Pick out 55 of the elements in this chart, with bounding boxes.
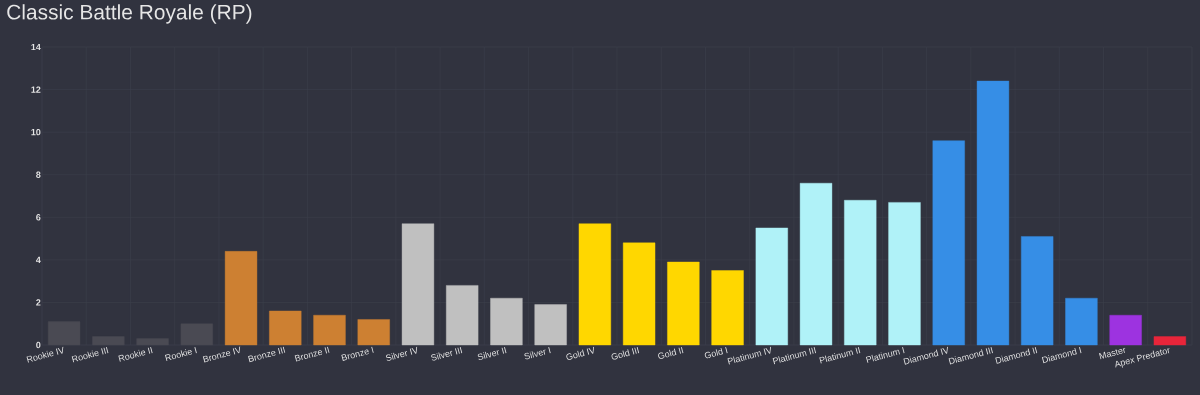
y-tick-label: 10 xyxy=(31,128,41,136)
bar xyxy=(224,251,258,346)
bar xyxy=(313,315,346,346)
x-tick-label: Gold IV xyxy=(566,346,595,360)
x-tick-label: Bronze I xyxy=(341,346,374,361)
bar xyxy=(844,200,877,346)
bar xyxy=(490,297,523,346)
bar xyxy=(1065,297,1098,346)
x-tick-label: Diamond I xyxy=(1041,346,1082,364)
bar xyxy=(446,285,479,346)
bar xyxy=(578,223,612,346)
y-tick-label: 14 xyxy=(31,43,41,51)
chart-title: Classic Battle Royale (RP) xyxy=(7,4,252,24)
y-tick-label: 6 xyxy=(36,214,41,221)
x-tick-label: Silver III xyxy=(431,346,463,361)
x-tick-label: Silver II xyxy=(477,346,507,360)
x-tick-label: Silver IV xyxy=(385,346,418,361)
bar xyxy=(92,336,125,346)
bar xyxy=(711,270,744,346)
bar xyxy=(622,242,656,346)
y-tick-label: 4 xyxy=(35,256,41,263)
x-tick-label: Platinum II xyxy=(819,346,861,364)
bar xyxy=(932,140,965,346)
bar xyxy=(534,304,567,346)
bar xyxy=(1109,315,1142,346)
bar xyxy=(799,183,833,346)
bar xyxy=(357,319,390,346)
bar xyxy=(976,80,1010,346)
bar xyxy=(1153,336,1186,346)
bar xyxy=(180,323,213,346)
x-tick-label: Platinum IV xyxy=(727,346,771,365)
bar xyxy=(1021,236,1054,346)
y-tick-label: 12 xyxy=(31,86,41,93)
x-tick-label: Gold II xyxy=(658,346,684,359)
x-tick-label: Silver I xyxy=(524,346,551,360)
x-tick-label: Rookie I xyxy=(164,346,197,362)
x-tick-label: Master xyxy=(1099,347,1126,360)
x-tick-label: Bronze II xyxy=(294,346,330,362)
bar xyxy=(136,338,169,346)
bar xyxy=(48,321,81,346)
y-tick-label: 0 xyxy=(36,341,41,349)
bar xyxy=(269,310,302,346)
bar xyxy=(888,202,921,346)
y-tick-label: 2 xyxy=(36,299,41,306)
x-tick-label: Bronze III xyxy=(248,346,286,363)
bar xyxy=(667,261,700,346)
x-tick-label: Gold III xyxy=(611,346,640,360)
x-tick-label: Platinum III xyxy=(772,346,817,365)
x-tick-label: Gold I xyxy=(704,346,728,359)
bar xyxy=(401,223,435,346)
x-tick-label: Bronze IV xyxy=(202,346,241,363)
x-tick-label: Rookie III xyxy=(71,346,109,363)
y-tick-label: 8 xyxy=(36,171,41,178)
bar xyxy=(755,227,788,346)
x-tick-label: Rookie II xyxy=(118,346,153,362)
